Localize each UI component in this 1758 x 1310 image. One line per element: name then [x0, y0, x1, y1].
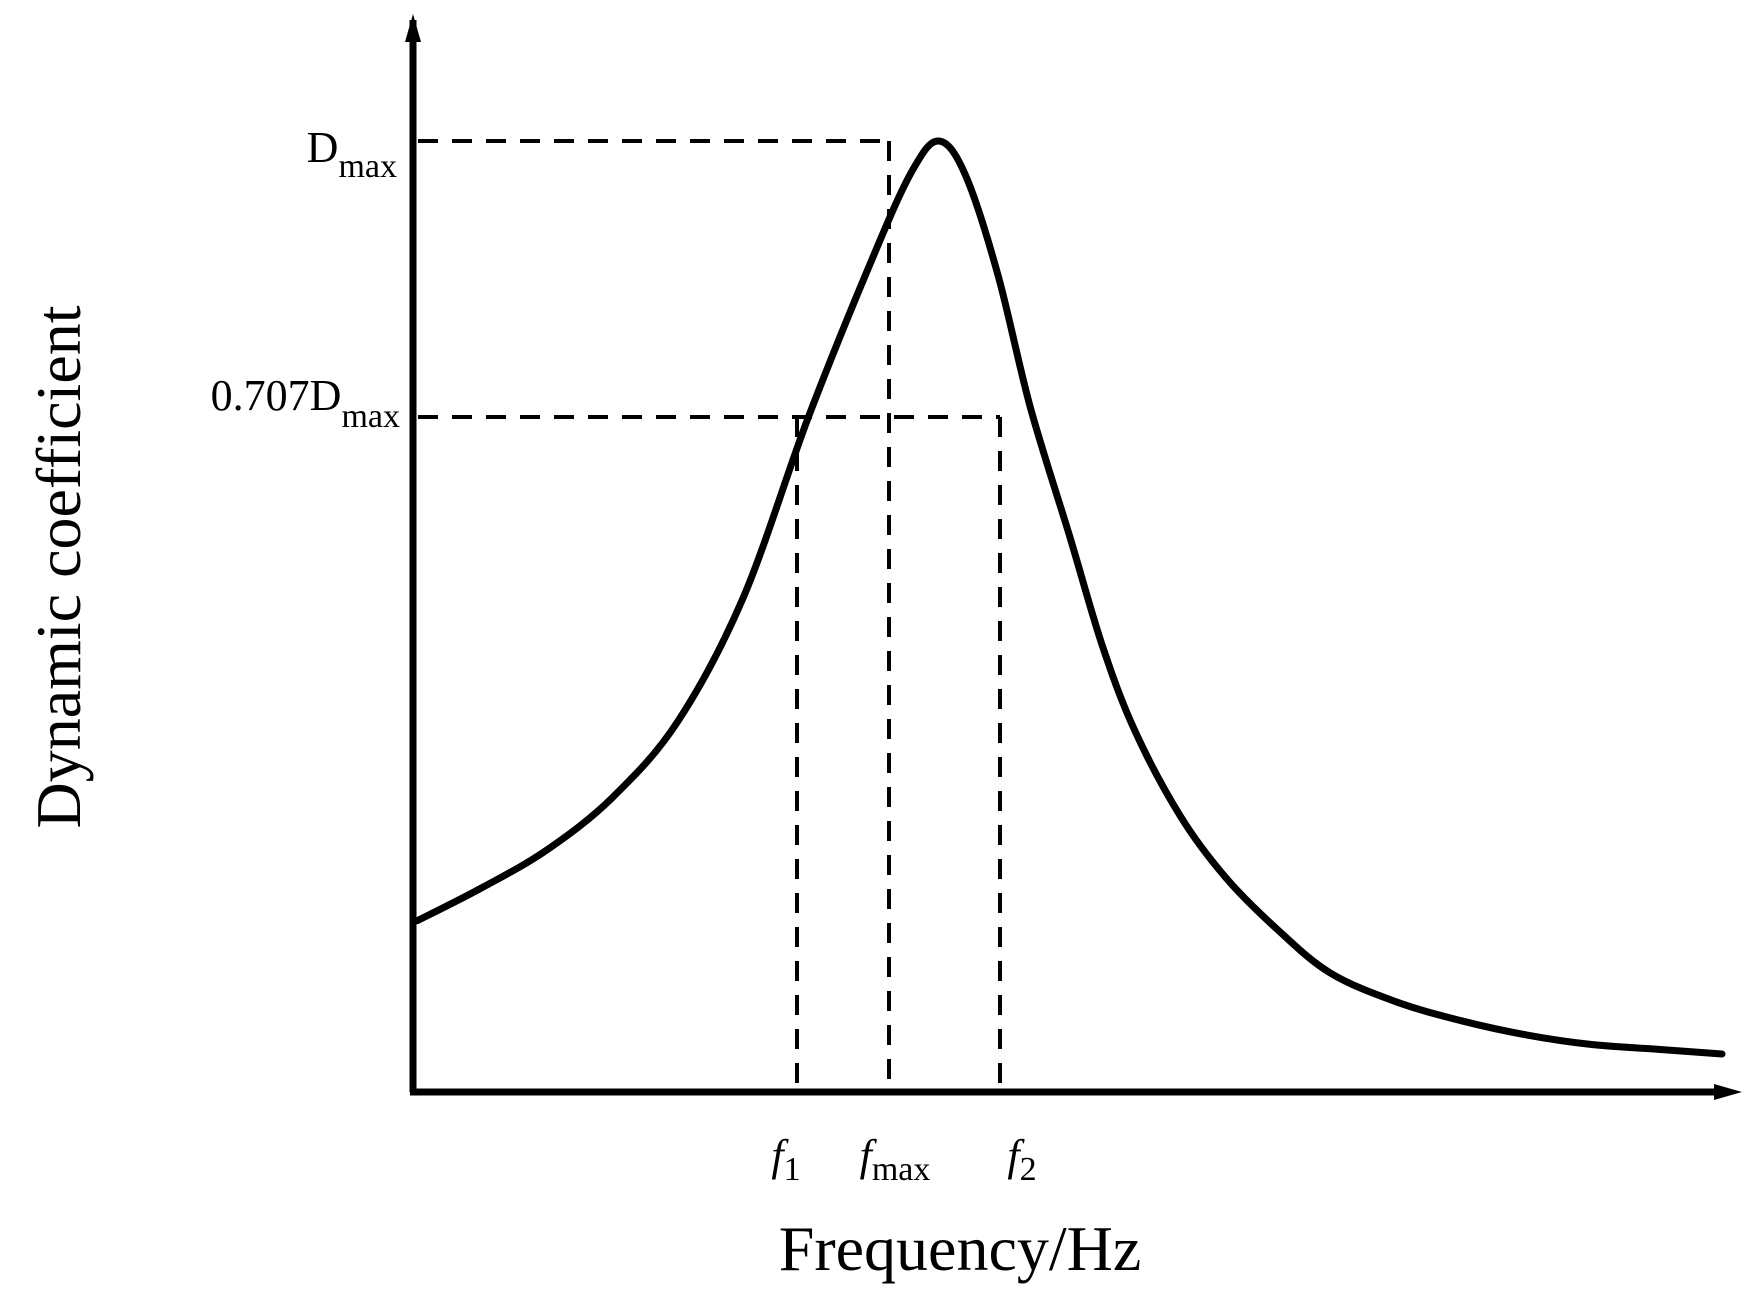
x-tick-f2: f2	[1007, 1131, 1036, 1188]
y-axis-arrow	[405, 14, 421, 42]
x-tick-f1: f1	[771, 1131, 800, 1188]
y-tick-dmax: Dmax	[307, 123, 397, 185]
x-axis-title: Frequency/Hz	[779, 1213, 1142, 1284]
x-tick-fmax: fmax	[860, 1131, 931, 1188]
y-axis-title: Dynamic coefficient	[23, 305, 94, 828]
x-axis-arrow	[1714, 1084, 1742, 1100]
response-curve	[413, 137, 1726, 1058]
y-tick-0707dmax: 0.707Dmax	[211, 371, 400, 435]
